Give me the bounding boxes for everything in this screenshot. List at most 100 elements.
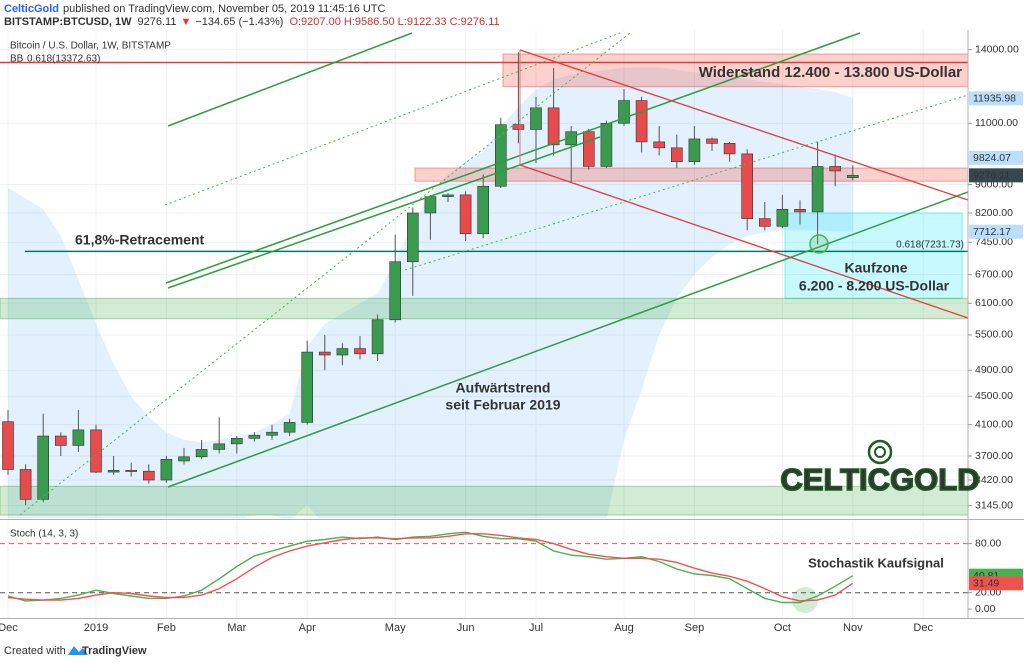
- x-tick-label: Jun: [457, 622, 475, 634]
- logo-text: CELTICGOLD: [780, 462, 979, 497]
- y-tick-label: 6700.00: [975, 268, 1013, 280]
- fib-label: 0.618(7231.73): [896, 240, 964, 251]
- price-tag: [969, 576, 1023, 591]
- stoch-signal-label: Stochastik Kaufsignal: [808, 555, 944, 570]
- change: −134.65 (−1.43%): [195, 16, 283, 28]
- header-line-2: BITSTAMP:BTCUSD, 1W 9276.11 ▼ −134.65 (−1.4…: [4, 16, 500, 28]
- candle-body: [90, 429, 102, 473]
- candles: [2, 52, 859, 506]
- price-tag: [969, 91, 1023, 106]
- price-tag-label: 7712.17: [973, 226, 1011, 238]
- footer-prefix: Created with: [4, 645, 66, 657]
- price-tag-label: 31.49: [973, 578, 999, 590]
- candle-body: [143, 470, 155, 481]
- candle-body: [688, 138, 701, 162]
- candle-body: [442, 194, 454, 197]
- y-tick-label: 8200.00: [975, 207, 1013, 219]
- symbol: BITSTAMP:BTCUSD, 1W: [4, 16, 132, 28]
- resistance-label: Widerstand 12.400 - 13.800 US-Dollar: [699, 64, 962, 81]
- chart-title: Bitcoin / U.S. Dollar, 1W, BITSTAMP: [10, 41, 171, 52]
- candle-body: [494, 124, 507, 187]
- x-tick-label: May: [385, 622, 406, 634]
- y-tick-label: 14000.00: [975, 43, 1019, 55]
- x-tick-label: 2019: [84, 622, 108, 634]
- last-price: 9276.11: [138, 16, 177, 28]
- y-tick-label: 3145.00: [975, 499, 1013, 511]
- candle-body: [424, 196, 437, 214]
- candle-body: [160, 459, 173, 481]
- candle-body: [195, 449, 208, 458]
- header-line-1: CelticGold published on TradingView.com, …: [4, 3, 386, 15]
- candle-body: [2, 421, 14, 470]
- y-tick-label: 11000.00: [975, 117, 1018, 129]
- candle-body: [758, 218, 771, 227]
- price-tag-label: 9276.11: [973, 170, 1010, 182]
- candle-body: [600, 122, 613, 167]
- candle-body: [723, 143, 736, 155]
- zone: [414, 167, 968, 182]
- candle-body: [318, 351, 331, 356]
- y-tick-label: 3420.00: [975, 474, 1013, 486]
- candle-body: [37, 435, 50, 500]
- y-tick-label: 4500.00: [975, 390, 1013, 402]
- bollinger-band: [8, 67, 853, 518]
- price-tag-label: 11935.98: [973, 93, 1016, 105]
- x-tick-label: Feb: [157, 622, 176, 634]
- candle-body: [776, 208, 789, 227]
- candle-body: [618, 100, 630, 124]
- y-tick-label: 7450.00: [975, 236, 1013, 248]
- price-tag: [969, 150, 1023, 165]
- candle-body: [706, 138, 718, 144]
- dotted-trend-line: [404, 94, 968, 271]
- stoch-title: Stoch (14, 3, 3): [10, 529, 78, 540]
- candle-body: [389, 261, 402, 321]
- trend-label: Aufwärtstrend: [456, 380, 551, 396]
- x-tick-label: Nov: [843, 622, 863, 634]
- x-tick-label: Oct: [774, 622, 791, 634]
- x-tick-label: Sep: [685, 622, 705, 634]
- candle-body: [213, 443, 225, 450]
- candle-body: [54, 435, 67, 446]
- published: published on TradingView.com, November 0…: [63, 3, 386, 15]
- signal-circle: [809, 234, 829, 254]
- labels: Dec 2019 Feb Mar Apr May Jun Jul Aug Sep Oct Nov Dec…: [0, 43, 1023, 634]
- trend-line: [167, 32, 413, 127]
- candle-body: [653, 141, 666, 149]
- buy-zone-range: 6.200 - 8.200 US-Dollar: [799, 278, 950, 294]
- indicator-fib: 0.618(13372.63): [27, 54, 100, 65]
- retracement-label: 61,8%-Retracement: [75, 232, 205, 248]
- logo-knot: [874, 446, 886, 458]
- candle-body: [794, 208, 806, 213]
- candle-body: [301, 351, 314, 423]
- candle-body: [530, 107, 542, 130]
- candle-body: [354, 348, 366, 355]
- x-tick-label: Apr: [299, 622, 316, 634]
- y-tick-label: 80.00: [975, 537, 1001, 549]
- candle-body: [406, 212, 419, 263]
- dotted-trend-line: [164, 32, 621, 206]
- trend-lines: [19, 32, 968, 516]
- candle-body: [371, 319, 384, 355]
- price-tag-label: 9824.07: [973, 152, 1011, 164]
- channel-line: [519, 164, 968, 319]
- price-tag: [969, 224, 1023, 239]
- candle-body: [125, 470, 137, 472]
- candle-body: [248, 434, 261, 439]
- y-tick-label: 3700.00: [975, 450, 1013, 462]
- price-tag: [969, 168, 1023, 183]
- candle-body: [336, 348, 349, 356]
- candle-body: [459, 194, 472, 235]
- candle-body: [107, 470, 120, 473]
- y-tick-label: 6100.00: [975, 297, 1013, 309]
- price-axis-background: [968, 30, 1024, 620]
- candle-body: [477, 185, 490, 235]
- trend-label: seit Februar 2019: [445, 397, 560, 413]
- zone: [0, 297, 968, 320]
- trend-line: [167, 191, 968, 488]
- candle-body: [582, 131, 595, 167]
- channel-line: [519, 49, 968, 201]
- y-tick-label: 4100.00: [975, 418, 1013, 430]
- stoch-line: [7, 533, 854, 602]
